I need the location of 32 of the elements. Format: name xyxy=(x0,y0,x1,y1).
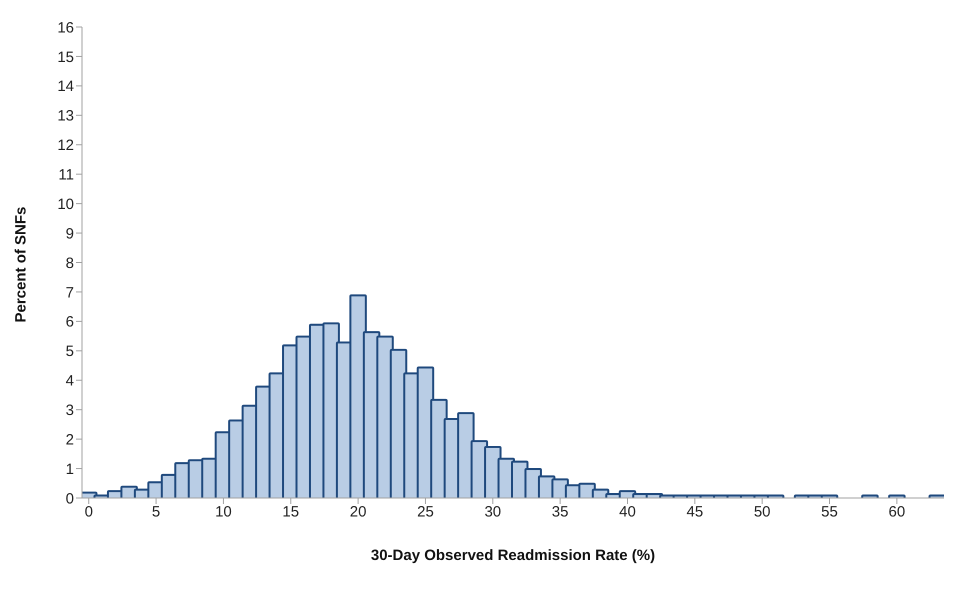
y-tick-label: 3 xyxy=(66,402,74,420)
y-tick-label: 7 xyxy=(66,284,74,302)
y-tick-label: 0 xyxy=(66,490,74,508)
y-axis-title: Percent of SNFs xyxy=(12,206,30,322)
y-tick-label: 9 xyxy=(66,225,74,242)
y-tick-label: 16 xyxy=(57,19,74,36)
y-tick-label: 1 xyxy=(66,460,74,478)
x-tick-label: 25 xyxy=(417,504,434,521)
x-tick-label: 45 xyxy=(686,504,704,521)
x-tick-label: 30 xyxy=(484,504,502,521)
y-tick-label: 2 xyxy=(66,431,74,448)
x-tick-label: 50 xyxy=(754,504,771,521)
x-tick-label: 0 xyxy=(84,504,93,521)
x-tick-label: 40 xyxy=(619,504,636,521)
y-tick-label: 13 xyxy=(57,108,74,125)
x-tick-label: 55 xyxy=(821,504,838,521)
y-tick-label: 14 xyxy=(57,78,74,96)
y-tick-label: 8 xyxy=(66,254,74,272)
x-tick-label: 35 xyxy=(552,504,568,521)
y-tick-label: 11 xyxy=(58,166,74,184)
y-tick-label: 5 xyxy=(66,343,74,360)
x-tick-label: 15 xyxy=(282,504,300,521)
y-tick-label: 4 xyxy=(66,372,74,390)
y-tick-label: 15 xyxy=(57,48,74,66)
x-axis-title: 30-Day Observed Readmission Rate (%) xyxy=(370,547,656,564)
y-tick-label: 10 xyxy=(57,196,74,213)
x-tick-label: 5 xyxy=(152,504,160,521)
y-tick-label: 12 xyxy=(57,137,74,154)
x-tick-label: 20 xyxy=(350,504,366,521)
x-tick-label: 60 xyxy=(888,504,906,521)
x-tick-label: 10 xyxy=(215,504,232,521)
y-tick-label: 6 xyxy=(66,314,74,331)
